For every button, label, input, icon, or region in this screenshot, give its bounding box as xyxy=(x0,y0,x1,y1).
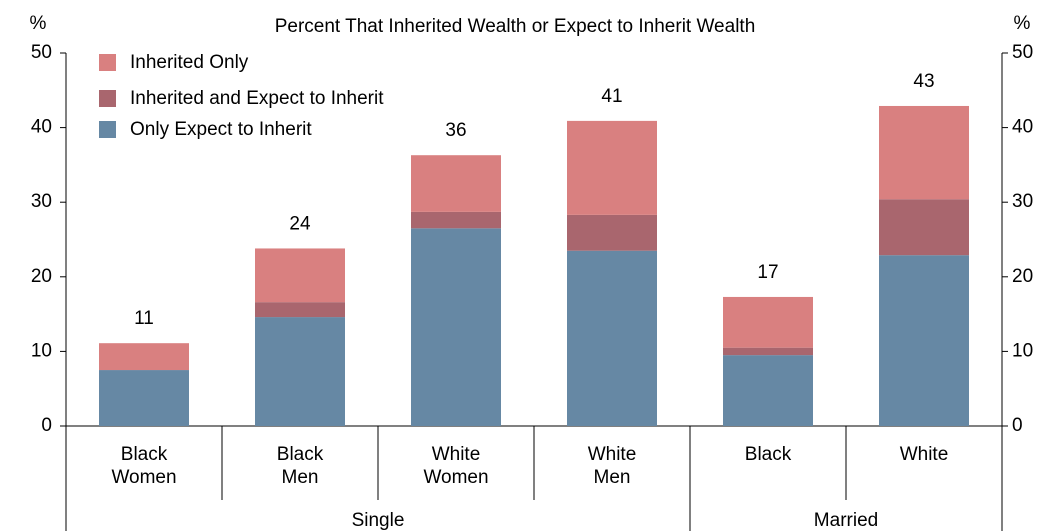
x-tick-label: White xyxy=(900,444,949,465)
legend-label: Only Expect to Inherit xyxy=(130,119,312,140)
y-tick-label: 50 xyxy=(31,42,52,63)
y2-tick-label: 20 xyxy=(1012,266,1033,287)
group-label: Married xyxy=(814,510,878,531)
legend-swatch xyxy=(99,121,116,138)
bar-segment xyxy=(567,214,657,251)
legend-swatch xyxy=(99,54,116,71)
total-label: 24 xyxy=(289,213,311,234)
y-tick-label: 30 xyxy=(31,191,52,212)
x-tick-label: Black Women xyxy=(111,444,176,488)
bar-segment xyxy=(255,302,345,318)
y-tick-label: 10 xyxy=(31,340,52,361)
y-tick-label: 20 xyxy=(31,266,52,287)
bar-segment xyxy=(411,155,501,212)
group-label: Single xyxy=(352,510,405,531)
y2-tick-label: 50 xyxy=(1012,42,1033,63)
bar-segment xyxy=(879,199,969,256)
x-tick-label: Black Men xyxy=(277,444,324,488)
total-label: 36 xyxy=(445,120,466,141)
y-unit: % xyxy=(30,13,47,34)
legend-swatch xyxy=(99,90,116,107)
bar-segment xyxy=(411,211,501,229)
bar-segment xyxy=(567,120,657,215)
total-label: 41 xyxy=(601,86,622,107)
bar-segment xyxy=(723,347,813,356)
total-label: 43 xyxy=(913,71,934,92)
bar-segment xyxy=(879,105,969,200)
y-tick-label: 40 xyxy=(31,117,52,138)
chart-title: Percent That Inherited Wealth or Expect … xyxy=(275,16,756,37)
y2-tick-label: 40 xyxy=(1012,117,1033,138)
bar-segment xyxy=(255,248,345,303)
bar-segment xyxy=(879,255,969,426)
bar-segment xyxy=(99,343,189,371)
y-tick-label: 0 xyxy=(41,415,52,436)
y2-tick-label: 30 xyxy=(1012,191,1033,212)
total-label: 17 xyxy=(757,262,778,283)
bar-segment xyxy=(99,370,189,426)
y2-tick-label: 0 xyxy=(1012,415,1023,436)
y2-tick-label: 10 xyxy=(1012,340,1033,361)
bar-segment xyxy=(723,355,813,426)
total-label: 11 xyxy=(134,308,154,329)
legend-label: Inherited Only xyxy=(130,52,249,73)
y2-unit: % xyxy=(1014,13,1031,34)
x-tick-label: White Women xyxy=(423,444,488,488)
bar-segment xyxy=(411,228,501,426)
bar-segment xyxy=(723,296,813,348)
x-tick-label: Black xyxy=(745,444,792,465)
bar-segment xyxy=(567,250,657,426)
x-tick-label: White Men xyxy=(588,444,637,488)
legend-label: Inherited and Expect to Inherit xyxy=(130,88,384,109)
bar-segment xyxy=(255,317,345,426)
